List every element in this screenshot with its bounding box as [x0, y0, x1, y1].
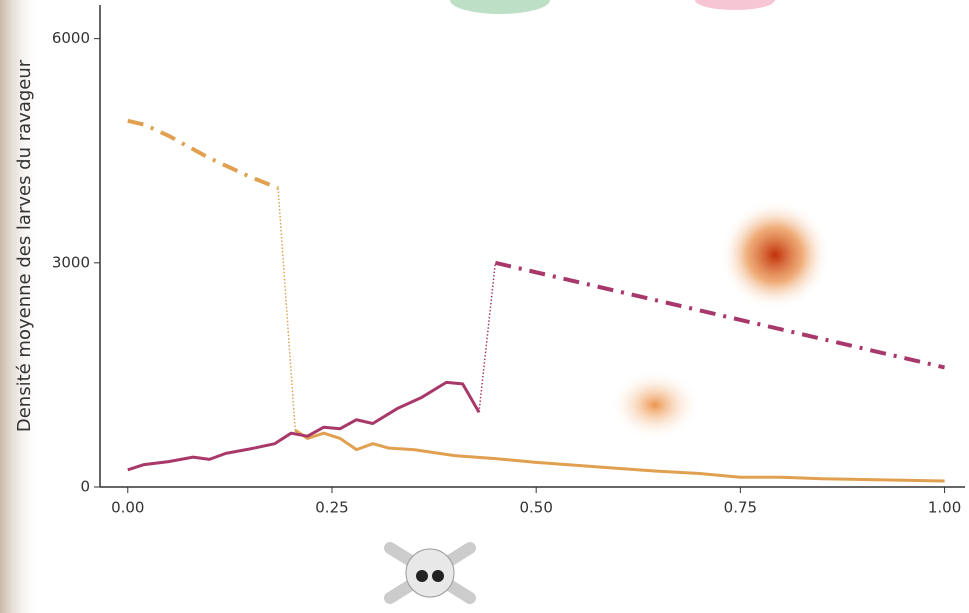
decoration — [450, 0, 550, 14]
decoration — [695, 0, 775, 10]
y-axis-label: Densité moyenne des larves du ravageur — [14, 59, 35, 432]
y-tick-label: 3000 — [52, 253, 90, 271]
series-line — [127, 118, 279, 190]
y-tick-label: 6000 — [52, 29, 90, 47]
x-tick-label: 0.75 — [724, 499, 757, 517]
series-line — [127, 380, 481, 472]
y-tick-label: 0 — [80, 478, 90, 496]
x-tick-label: 0.00 — [111, 499, 144, 517]
decoration — [610, 370, 700, 440]
background-edge — [0, 0, 40, 613]
series-line — [494, 260, 946, 370]
series-line — [277, 188, 296, 431]
series-line — [294, 428, 945, 483]
x-tick-label: 0.50 — [519, 499, 552, 517]
series-line — [478, 262, 497, 413]
skull-icon — [384, 542, 476, 604]
decoration — [720, 200, 830, 310]
x-tick-label: 0.25 — [315, 499, 348, 517]
x-tick-label: 1.00 — [928, 499, 961, 517]
